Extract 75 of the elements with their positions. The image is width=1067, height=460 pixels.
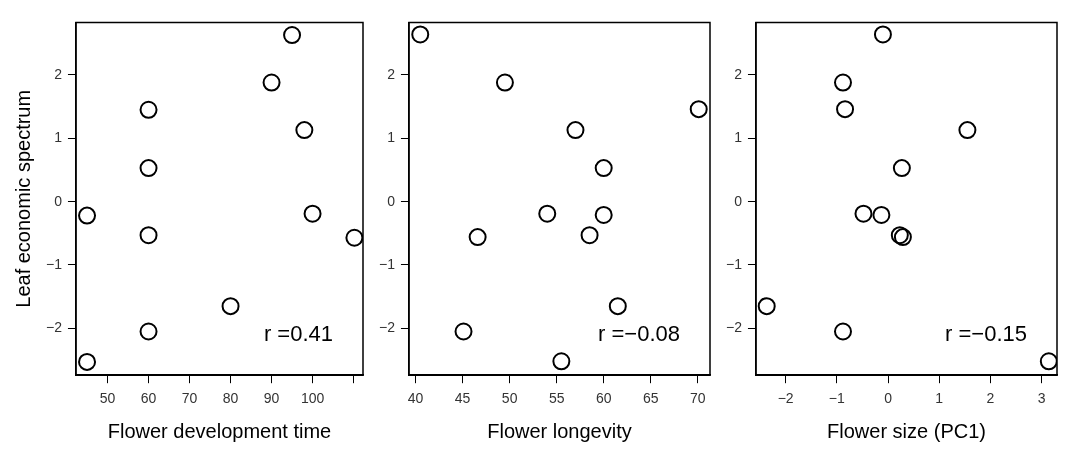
point [958,121,977,140]
point [139,226,158,245]
x-tick-label: 55 [548,390,565,407]
x-axis-title: Flower development time [107,419,332,442]
y-tick-label: −1 [378,255,396,272]
point [566,121,585,140]
annotation: r =0.41 [263,321,333,347]
x-tick-label: 3 [1037,390,1046,407]
x-tick-label: 90 [263,390,280,407]
x-tick-label: 100 [300,390,325,407]
y-tick-label: 0 [734,192,743,209]
x-tick-label: −2 [777,390,794,407]
point [580,226,599,245]
x-tick-label: 50 [501,390,518,407]
x-tick-label: 65 [642,390,659,407]
point [139,159,158,178]
x-tick-label: 60 [595,390,612,407]
x-tick-label: 2 [986,390,995,407]
x-axis-title: Flower longevity [487,419,632,442]
x-tick-label: 70 [181,390,198,407]
point [594,205,613,224]
x-tick-label: 1 [935,390,944,407]
point [834,73,852,92]
point [689,100,708,119]
point [836,100,855,119]
point [221,297,240,316]
point [552,352,571,371]
point [262,73,281,92]
annotation: r =−0.08 [598,321,680,347]
point [295,121,314,140]
x-axis-title: Flower size (PC1) [827,419,986,442]
point [283,26,302,45]
y-tick-label: 2 [387,65,396,82]
y-tick-label: 1 [54,129,63,146]
point [78,352,97,371]
point [345,228,363,247]
point [303,204,322,223]
x-tick-label: 60 [140,390,157,407]
point [757,297,776,316]
point [468,228,487,247]
y-tick-label: 1 [387,129,396,146]
point [495,73,514,92]
point [139,100,158,119]
x-tick-label: 70 [689,390,706,407]
x-tick-label: 80 [222,390,239,407]
x-tick-label: −1 [828,390,846,407]
y-tick-label: 2 [734,65,743,82]
point [411,25,430,44]
y-tick-label: 1 [734,129,743,146]
y-tick-label: −2 [725,319,743,336]
point [454,322,473,341]
point [608,297,627,316]
y-tick-label: −2 [45,319,63,336]
y-tick-label: −2 [378,319,396,336]
point [139,322,158,341]
point [872,205,891,224]
point [854,204,873,223]
point [538,204,557,223]
y-tick-label: −1 [45,255,63,272]
point [834,322,852,341]
y-tick-label: −1 [725,255,743,272]
y-tick-label: 2 [54,65,63,82]
annotation: r =−0.15 [945,321,1027,347]
point [873,25,892,44]
point [78,206,97,225]
point [1039,352,1057,371]
point [594,159,613,178]
point [892,159,911,178]
y-axis-title: Leaf economic spectrum [11,89,34,308]
x-tick-label: 50 [99,390,116,407]
y-tick-label: 0 [387,192,396,209]
x-tick-label: 40 [407,390,424,407]
x-tick-label: 0 [884,390,893,407]
x-tick-label: 45 [454,390,471,407]
y-tick-label: 0 [54,192,63,209]
